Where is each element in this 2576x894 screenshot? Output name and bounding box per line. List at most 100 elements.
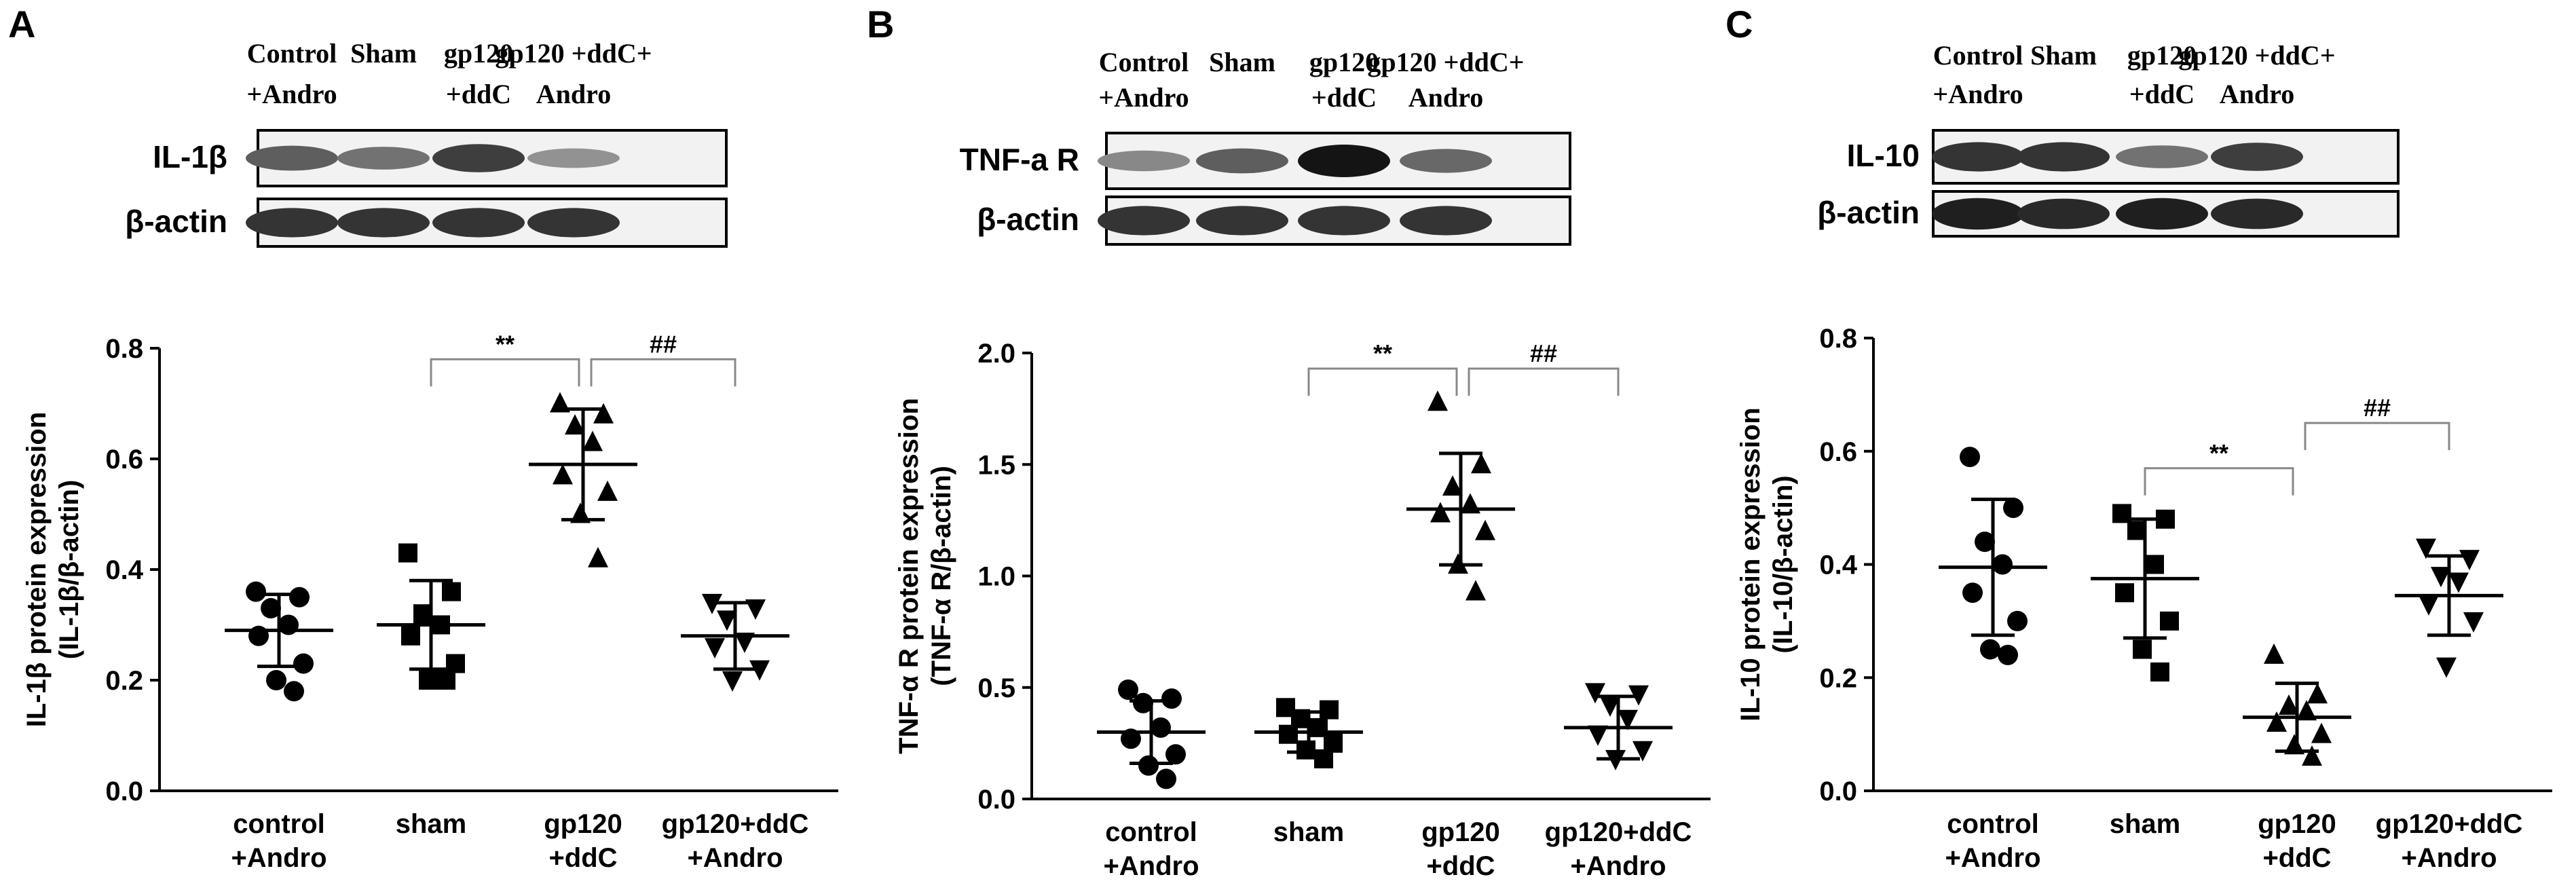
- data-point: [1279, 724, 1298, 744]
- y-tick-label: 0.4: [1819, 551, 1857, 580]
- y-tick-label: 0.4: [105, 555, 143, 585]
- data-point: [1156, 768, 1176, 789]
- x-category-line1: gp120+ddC: [2376, 809, 2523, 839]
- data-point: [2127, 521, 2146, 540]
- blot-band: [337, 147, 430, 170]
- data-point: [2296, 700, 2317, 721]
- data-point: [2419, 595, 2439, 616]
- data-point: [1161, 688, 1182, 709]
- blot-band: [2116, 198, 2208, 230]
- x-category-line1: control: [233, 809, 325, 839]
- x-category-line2: +Andro: [1570, 851, 1666, 881]
- significance-bracket: [430, 358, 580, 387]
- data-point: [2311, 722, 2332, 743]
- panel-a: A Control +Andro Sham gp120 +ddC gp120 +ddC+ An…: [0, 0, 859, 894]
- blot-band: [2211, 143, 2303, 171]
- data-point: [2459, 550, 2480, 571]
- data-point: [2150, 662, 2169, 682]
- data-point: [1962, 582, 1983, 603]
- data-point: [1998, 644, 2018, 665]
- y-axis-label-line1: TNF-α R protein expression: [894, 398, 924, 754]
- blot-band: [1932, 142, 2024, 172]
- blot-band: [2211, 198, 2303, 229]
- significance-bracket: [2304, 422, 2450, 451]
- data-point: [2160, 611, 2179, 631]
- significance-label: **: [1373, 339, 1392, 367]
- x-category-line2: +Andro: [1945, 843, 2040, 873]
- blot-header-line2: +Andro: [1933, 79, 2023, 109]
- data-point: [1632, 741, 1653, 762]
- blot-band: [1098, 206, 1190, 236]
- data-point: [705, 638, 725, 659]
- blot-header-line1: Control: [247, 38, 337, 69]
- data-point: [2266, 711, 2287, 732]
- data-point: [2448, 572, 2469, 593]
- y-tick-label: 0.0: [105, 777, 143, 806]
- blot-band: [1298, 145, 1390, 177]
- data-point: [1466, 580, 1486, 601]
- blot-band: [2116, 145, 2208, 168]
- blot-header-line1: gp120: [2127, 40, 2197, 71]
- blot-header-line2: +ddC: [446, 79, 511, 109]
- significance-bracket: [2144, 467, 2294, 496]
- data-point: [289, 586, 310, 608]
- y-tick-label: 0.6: [105, 445, 143, 474]
- data-point: [284, 681, 304, 702]
- y-tick-label: 0.6: [1819, 437, 1857, 467]
- panel-letter: C: [1725, 3, 1753, 45]
- data-point: [2007, 610, 2028, 631]
- x-category-line1: sham: [2110, 809, 2181, 839]
- data-point: [2279, 694, 2299, 715]
- significance-label: ##: [1530, 339, 1557, 367]
- data-point: [1588, 725, 1608, 746]
- data-point: [565, 414, 585, 435]
- data-point: [582, 430, 603, 451]
- y-axis-label-line2: (TNF-α R/β-actin): [927, 466, 956, 686]
- data-point: [1960, 447, 1980, 468]
- data-point: [2133, 639, 2152, 659]
- significance-label: **: [496, 330, 515, 358]
- x-category-line1: sham: [396, 809, 467, 839]
- data-point: [749, 660, 770, 681]
- data-point: [2431, 567, 2451, 588]
- data-point: [550, 392, 570, 413]
- blot-band: [1298, 206, 1390, 236]
- data-point: [2145, 555, 2164, 574]
- data-point: [1427, 390, 1448, 411]
- data-point: [1992, 554, 2013, 575]
- blot-band: [1196, 148, 1288, 174]
- blot-header-line1: Control: [1933, 40, 2023, 71]
- blot-band: [1098, 150, 1190, 172]
- x-category-line2: +ddC: [1426, 851, 1495, 881]
- data-point: [1600, 696, 1620, 718]
- y-tick-label: 0.0: [1819, 777, 1857, 806]
- blot-header-line1: gp120: [1309, 47, 1379, 77]
- data-point: [1475, 519, 1495, 540]
- blot-band: [527, 148, 620, 168]
- significance-label: **: [2209, 439, 2228, 467]
- data-point: [2416, 538, 2436, 559]
- blot-band: [1400, 149, 1492, 173]
- panel-letter: A: [8, 3, 35, 45]
- significance-label: ##: [650, 330, 677, 358]
- y-tick-label: 0.8: [105, 334, 143, 364]
- data-point: [722, 671, 743, 692]
- x-category-line1: sham: [1273, 817, 1345, 847]
- blot-band: [432, 208, 525, 238]
- x-category-line1: gp120+ddC: [662, 809, 809, 839]
- y-tick-label: 1.5: [977, 450, 1015, 480]
- y-tick-label: 0.0: [977, 785, 1015, 815]
- y-tick-label: 0.5: [977, 673, 1015, 703]
- data-point: [593, 403, 614, 424]
- panel-c: C Control +Andro Sham gp120 +ddC gp120 +ddC+ An…: [1717, 0, 2576, 894]
- x-category-line2: +Andro: [2401, 843, 2497, 873]
- data-point: [2436, 657, 2457, 678]
- blot-band: [432, 144, 525, 172]
- blot-header-line2: Andro: [1408, 82, 1483, 113]
- blot-row-label: β-actin: [125, 204, 227, 239]
- blot-header-line2: +Andro: [1098, 82, 1189, 113]
- blot-band: [246, 208, 338, 238]
- blot-header-line2: +Andro: [246, 79, 337, 109]
- data-point: [1442, 475, 1463, 496]
